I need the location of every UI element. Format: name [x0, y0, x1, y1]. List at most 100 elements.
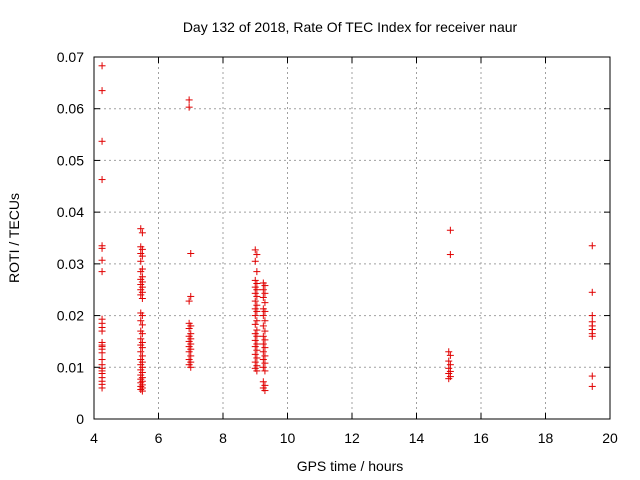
data-point [251, 343, 259, 351]
data-point [261, 282, 269, 290]
data-point [446, 226, 454, 234]
data-point [137, 257, 145, 265]
x-tick-label: 10 [280, 430, 296, 446]
data-point [446, 251, 454, 259]
x-axis-ticks: 4 6 8 10 12 14 16 18 20 [90, 57, 618, 446]
x-tick-label: 12 [344, 430, 360, 446]
x-tick-label: 16 [473, 430, 489, 446]
data-point [259, 322, 267, 330]
data-point [138, 312, 146, 320]
data-point [251, 257, 259, 265]
data-point [251, 336, 259, 344]
data-point [253, 332, 261, 340]
data-point [187, 250, 195, 258]
data-point [259, 348, 267, 356]
data-point [588, 242, 596, 250]
y-axis-ticks: 0 0.01 0.02 0.03 0.04 0.05 0.06 0.07 [57, 49, 610, 427]
data-point [137, 268, 145, 276]
data-point [261, 289, 269, 297]
data-point [185, 297, 193, 305]
data-point [588, 312, 596, 320]
data-point [98, 62, 106, 70]
data-point [185, 325, 193, 332]
data-point [138, 321, 146, 329]
x-tick-label: 20 [602, 430, 618, 446]
data-point [253, 367, 261, 375]
data-point [98, 244, 106, 252]
data-point [259, 332, 267, 340]
y-tick-label: 0.03 [57, 256, 84, 272]
data-point [253, 301, 261, 309]
data-point [259, 340, 267, 348]
data-point [259, 378, 267, 386]
x-tick-label: 4 [90, 430, 98, 446]
y-tick-label: 0.02 [57, 308, 84, 324]
y-tick-label: 0.06 [57, 101, 84, 117]
data-point [588, 382, 596, 390]
data-point [185, 348, 193, 356]
data-point [137, 386, 145, 394]
data-point [138, 330, 146, 338]
y-tick-label: 0 [76, 411, 84, 427]
data-point [261, 327, 269, 335]
data-point [445, 357, 453, 365]
data-point [137, 317, 145, 325]
data-point [138, 229, 146, 237]
data-point [251, 276, 259, 284]
data-point [253, 286, 261, 294]
data-point [137, 291, 145, 299]
data-point [253, 307, 261, 315]
data-point [138, 245, 146, 253]
x-axis-label: GPS time / hours [297, 458, 404, 474]
data-point [98, 384, 106, 392]
data-point [261, 359, 269, 367]
data-point [251, 297, 259, 305]
data-point [446, 351, 454, 359]
data-point [137, 335, 145, 343]
x-tick-label: 14 [409, 430, 425, 446]
data-point [251, 246, 259, 254]
data-point [259, 363, 267, 371]
x-tick-label: 18 [538, 430, 554, 446]
data-point [259, 286, 267, 294]
data-point [251, 320, 259, 328]
data-point [138, 344, 146, 352]
data-point [259, 293, 267, 301]
data-point [259, 312, 267, 320]
data-point [261, 317, 269, 325]
data-point [253, 317, 261, 325]
data-point [253, 268, 261, 276]
data-point [98, 268, 106, 276]
chart-title: Day 132 of 2018, Rate Of TEC Index for r… [183, 19, 518, 35]
y-axis-label: ROTI / TECUs [6, 193, 22, 283]
data-point [259, 356, 267, 364]
data-point [588, 332, 596, 340]
data-point [446, 361, 454, 369]
data-point [138, 295, 146, 303]
data-point [261, 299, 269, 307]
data-point [98, 256, 106, 264]
data-point [137, 348, 145, 356]
data-point [251, 358, 259, 366]
data-point [138, 352, 146, 360]
data-point [588, 372, 596, 380]
data-point [187, 292, 195, 300]
data-point [253, 251, 261, 259]
data-point [137, 225, 145, 233]
data-point [138, 252, 146, 260]
data-point [261, 367, 269, 375]
data-point [445, 348, 453, 356]
grid-lines [94, 57, 610, 419]
data-point [253, 280, 261, 288]
x-tick-label: 8 [219, 430, 227, 446]
data-point [138, 387, 146, 395]
data-point [253, 292, 261, 300]
data-point [98, 137, 106, 145]
data-point [588, 288, 596, 296]
data-point [261, 307, 269, 315]
data-point [253, 354, 261, 362]
data-point [251, 289, 259, 297]
data-point [261, 336, 269, 344]
data-point [445, 375, 453, 383]
